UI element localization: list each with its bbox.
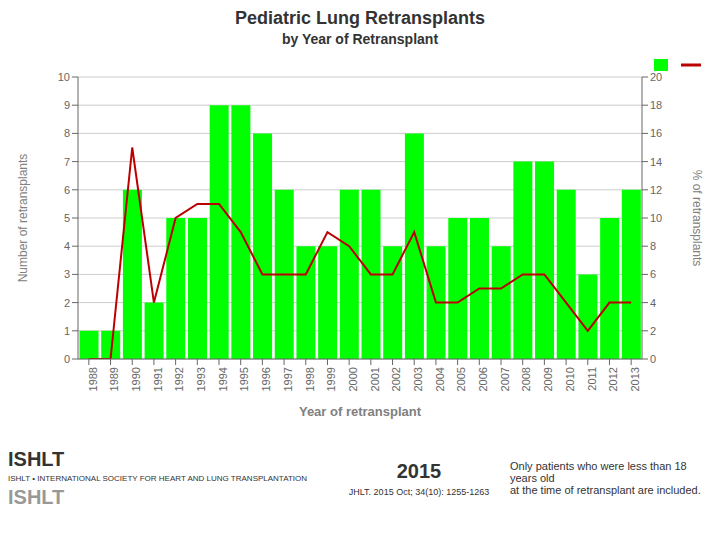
svg-text:1997: 1997 (282, 367, 294, 391)
svg-text:10: 10 (58, 71, 70, 83)
svg-text:% of retransplants: % of retransplants (690, 170, 704, 267)
svg-text:2009: 2009 (542, 367, 554, 391)
svg-text:6: 6 (64, 184, 70, 196)
svg-text:5: 5 (64, 212, 70, 224)
svg-text:Year of retransplant: Year of retransplant (299, 404, 422, 419)
svg-text:1991: 1991 (152, 367, 164, 391)
svg-text:1998: 1998 (304, 367, 316, 391)
svg-text:1996: 1996 (260, 367, 272, 391)
svg-text:2013: 2013 (629, 367, 641, 391)
svg-text:2006: 2006 (477, 367, 489, 391)
svg-text:1993: 1993 (195, 367, 207, 391)
svg-text:2004: 2004 (434, 367, 446, 391)
svg-text:20: 20 (650, 71, 662, 83)
svg-text:7: 7 (64, 156, 70, 168)
svg-text:2000: 2000 (347, 367, 359, 391)
svg-text:12: 12 (650, 184, 662, 196)
html-text:2015: 2015 (396, 459, 442, 482)
svg-text:2012: 2012 (607, 367, 619, 391)
svg-text:4: 4 (64, 240, 70, 252)
svg-text:2: 2 (64, 297, 70, 309)
html-text:Only patients who were less th: Only patients who were less than 18 year… (510, 460, 701, 496)
svg-text:1994: 1994 (217, 367, 229, 391)
svg-text:2002: 2002 (390, 367, 402, 391)
svg-text:16: 16 (650, 127, 662, 139)
svg-text:2011: 2011 (586, 367, 598, 391)
svg-text:1988: 1988 (87, 367, 99, 391)
svg-text:8: 8 (64, 127, 70, 139)
html-text:ISHLT • INTERNATIONAL SOCIETY: ISHLT • INTERNATIONAL SOCIETY FOR HEART … (8, 473, 307, 483)
svg-text:0: 0 (64, 353, 70, 365)
svg-text:2010: 2010 (564, 367, 576, 391)
svg-text:1: 1 (64, 325, 70, 337)
svg-text:2003: 2003 (412, 367, 424, 391)
svg-text:2005: 2005 (455, 367, 467, 391)
svg-text:9: 9 (64, 99, 70, 111)
html-text:by Year of Retransplant: by Year of Retransplant (281, 31, 439, 47)
html-text:JHLT. 2015 Oct; 34(10): 1255-1: JHLT. 2015 Oct; 34(10): 1255-1263 (348, 486, 490, 497)
html-text:ISHLT: ISHLT (8, 485, 65, 508)
svg-text:2001: 2001 (369, 367, 381, 391)
svg-text:2: 2 (650, 325, 656, 337)
svg-text:14: 14 (650, 156, 662, 168)
svg-text:1992: 1992 (173, 367, 185, 391)
svg-text:2007: 2007 (499, 367, 511, 391)
svg-text:1990: 1990 (130, 367, 142, 391)
svg-text:1999: 1999 (325, 367, 337, 391)
svg-text:10: 10 (650, 212, 662, 224)
svg-text:1995: 1995 (239, 367, 251, 391)
svg-text:Number of retransplants: Number of retransplants (16, 154, 30, 283)
svg-text:1989: 1989 (108, 367, 120, 391)
svg-text:8: 8 (650, 240, 656, 252)
svg-text:4: 4 (650, 297, 656, 309)
svg-text:3: 3 (64, 268, 70, 280)
html-text:ISHLT: ISHLT (8, 447, 65, 470)
svg-text:18: 18 (650, 99, 662, 111)
svg-text:6: 6 (650, 268, 656, 280)
html-text:Pediatric Lung Retransplants: Pediatric Lung Retransplants (235, 8, 485, 28)
svg-text:0: 0 (650, 353, 656, 365)
svg-text:2008: 2008 (521, 367, 533, 391)
